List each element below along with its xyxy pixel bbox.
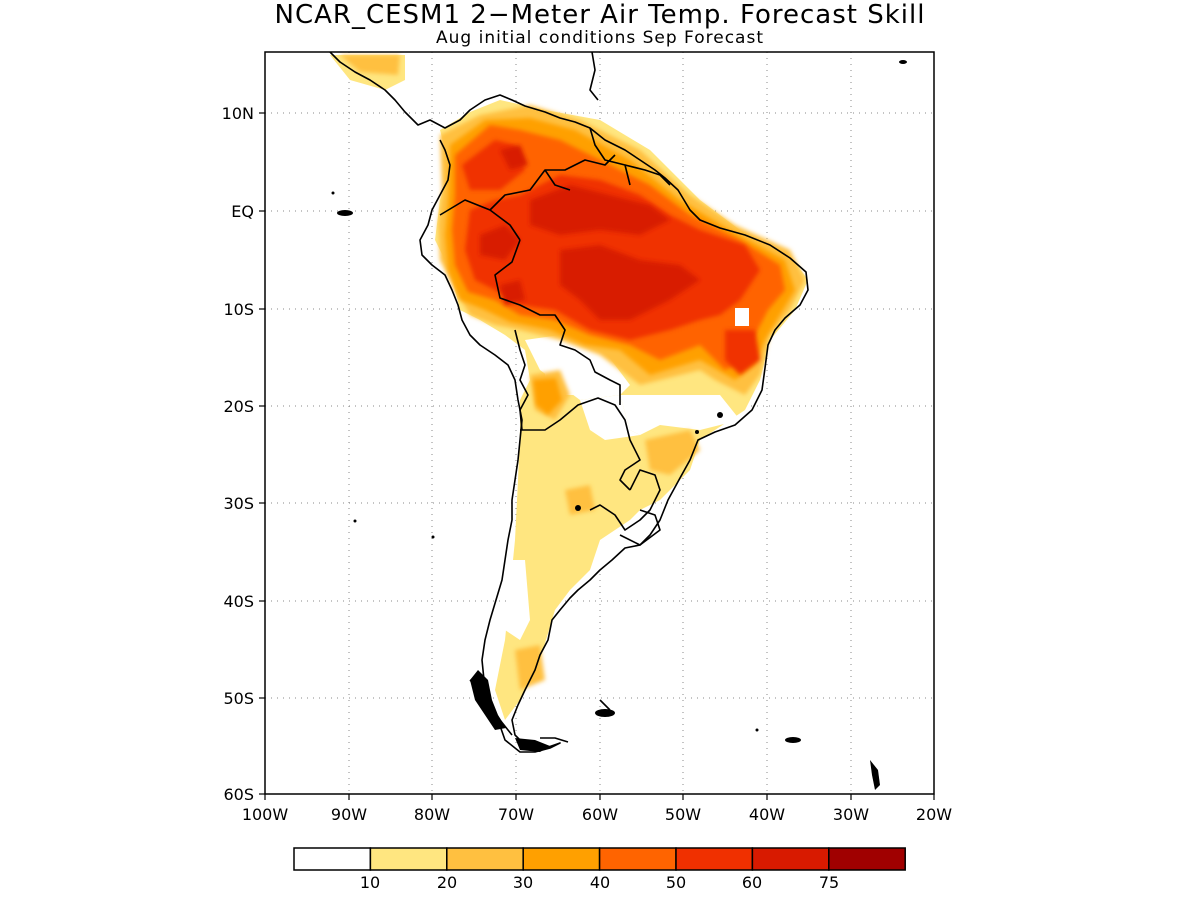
lon-label: 40W [749,805,785,824]
colorbar-swatch [598,847,677,871]
lon-label: 50W [665,805,701,824]
colorbar-swatch [751,847,830,871]
colorbar [293,847,906,871]
lon-label: 20W [916,805,952,824]
lat-label: 60S [223,785,254,804]
colorbar-swatch [293,847,372,871]
colorbar-label: 40 [590,873,610,892]
lat-label: EQ [231,202,254,221]
islands [331,60,907,790]
colorbar-label: 10 [360,873,380,892]
lat-axis [259,112,265,795]
colorbar-label: 50 [666,873,686,892]
colorbar-swatch [522,847,601,871]
colorbar-swatch [675,847,754,871]
lat-label: 40S [223,592,254,611]
colorbar-swatch [446,847,524,871]
coastlines [329,52,809,753]
colorbar-label: 75 [819,873,839,892]
lon-label: 30W [833,805,869,824]
colorbar-swatch [828,847,906,871]
lat-label: 30S [223,494,254,513]
colorbar-label: 60 [742,873,762,892]
map-title: NCAR_CESM1 2−Meter Air Temp. Forecast Sk… [274,0,926,30]
map-subtitle: Aug initial conditions Sep Forecast [436,28,764,48]
lat-label: 10N [222,104,254,123]
lat-label: 50S [223,689,254,708]
colorbar-swatch [369,847,448,871]
lat-label: 10S [223,300,254,319]
lon-label: 60W [582,805,618,824]
skill-shading [330,55,808,720]
lon-label: 100W [242,805,289,824]
colorbar-label: 20 [437,873,457,892]
lat-label: 20S [223,397,254,416]
lon-label: 90W [331,805,367,824]
colorbar-label: 30 [513,873,533,892]
lon-label: 70W [498,805,534,824]
lon-axis [264,794,935,800]
lon-label: 80W [414,805,450,824]
